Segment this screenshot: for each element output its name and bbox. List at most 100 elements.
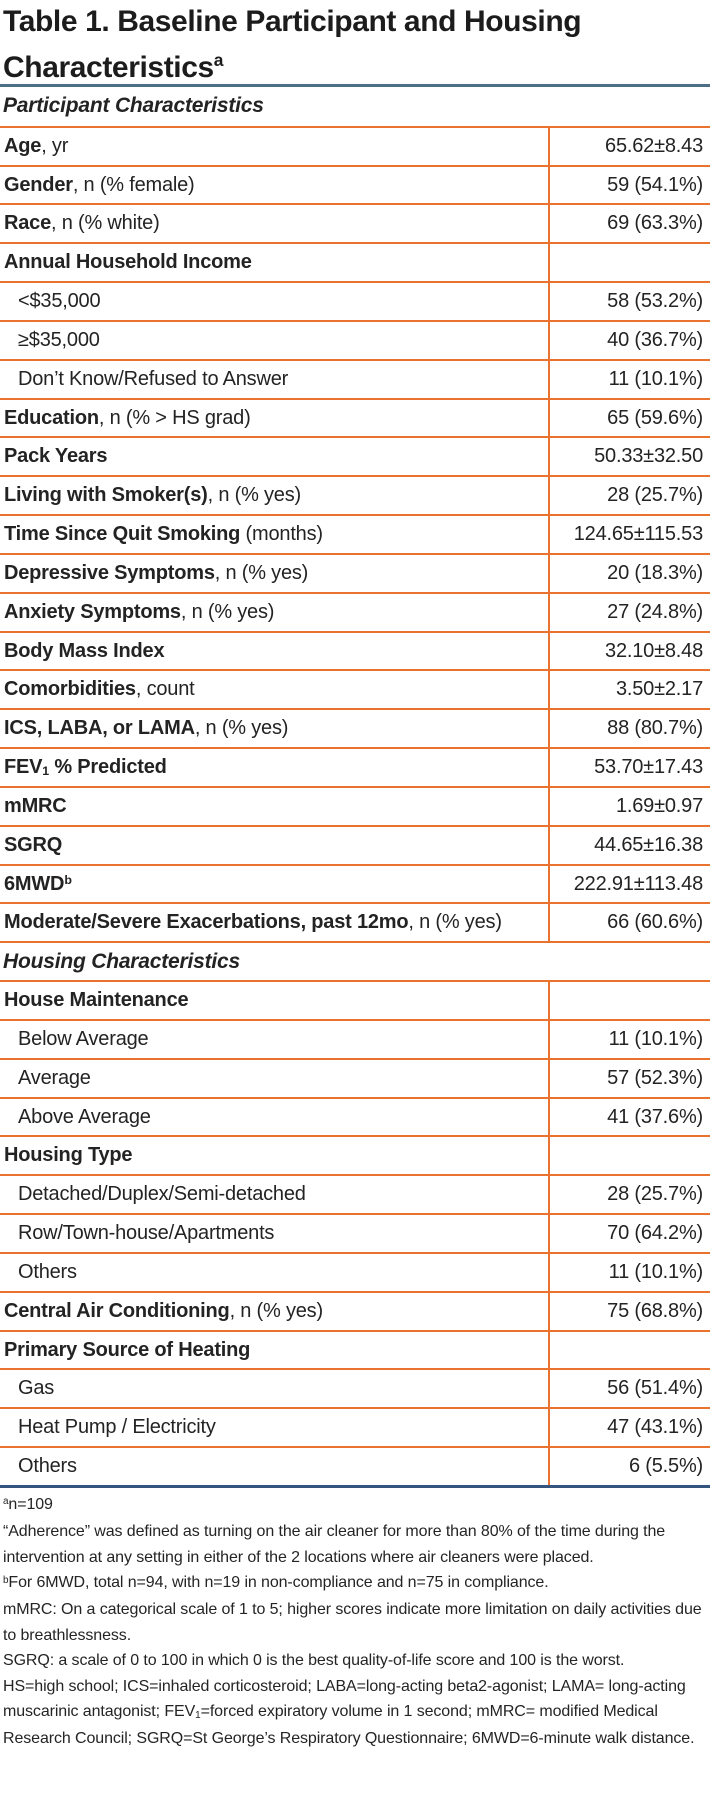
table-row: House Maintenance <box>0 980 710 1019</box>
characteristics-table: Participant Characteristics Age, yr 65.62±… <box>0 84 710 1488</box>
table-figure: Table 1. Baseline Participant and Housin… <box>0 0 710 1752</box>
footnote-line: “Adherence” was defined as turning on th… <box>3 1523 666 1566</box>
table-row: Detached/Duplex/Semi-detached 28 (25.7%) <box>0 1174 710 1214</box>
table-row: FEV1 % Predicted 53.70±17.43 <box>0 747 710 786</box>
table-row: 6MWDb 222.91±113.48 <box>0 863 710 903</box>
row-label: Race, n (% white) <box>4 212 160 235</box>
row-label: Don’t Know/Refused to Answer <box>18 367 289 390</box>
row-label: Depressive Symptoms, n (% yes) <box>4 561 309 584</box>
row-label: Below Average <box>18 1027 149 1050</box>
row-value: 28 (25.7%) <box>548 1176 710 1214</box>
row-label: Central Air Conditioning, n (% yes) <box>4 1299 323 1322</box>
table-row: Moderate/Severe Exacerbations, past 12mo… <box>0 902 710 942</box>
row-value: 124.65±115.53 <box>548 516 710 553</box>
table-row: Below Average 11 (10.1%) <box>0 1018 710 1058</box>
table-row: Average 57 (52.3%) <box>0 1057 710 1097</box>
row-label: Comorbidities, count <box>4 678 195 701</box>
table-row: mMRC 1.69±0.97 <box>0 785 710 825</box>
row-label: Primary Source of Heating <box>4 1338 251 1361</box>
table-row: Above Average 41 (37.6%) <box>0 1096 710 1136</box>
table-row: Housing Type <box>0 1135 710 1175</box>
row-label: Gender, n (% female) <box>4 173 195 196</box>
row-label: Annual Household Income <box>4 251 252 274</box>
table-row: Row/Town-house/Apartments 70 (64.2%) <box>0 1213 710 1252</box>
row-label: Education, n (% > HS grad) <box>4 406 251 429</box>
row-label: <$35,000 <box>18 290 101 313</box>
table-row: Age, yr 65.62±8.43 <box>0 125 710 165</box>
row-label: Heat Pump / Electricity <box>18 1416 216 1439</box>
row-label: mMRC <box>4 794 67 817</box>
row-label: Above Average <box>18 1105 151 1128</box>
table-row: Body Mass Index 32.10±8.48 <box>0 630 710 670</box>
table-row: Annual Household Income <box>0 242 710 282</box>
row-value: 53.70±17.43 <box>548 749 710 786</box>
row-label: Row/Town-house/Apartments <box>18 1222 275 1245</box>
footnote-line: HS=high school; ICS=inhaled corticostero… <box>3 1677 695 1748</box>
title-line2: Characteristics <box>3 51 214 84</box>
table-row: Central Air Conditioning, n (% yes) 75 (6… <box>0 1290 710 1330</box>
section-header-label: Housing Characteristics <box>3 950 240 974</box>
row-value: 56 (51.4%) <box>548 1370 710 1408</box>
footnotes: an=109 “Adherence” was defined as turning… <box>0 1488 710 1752</box>
table-row: Living with Smoker(s), n (% yes) 28 (25.7… <box>0 475 710 515</box>
row-label: Moderate/Severe Exacerbations, past 12mo… <box>4 911 502 934</box>
row-value: 222.91±113.48 <box>548 865 710 903</box>
row-label: Average <box>18 1066 91 1089</box>
row-label: Housing Type <box>4 1144 133 1167</box>
row-value: 32.10±8.48 <box>548 632 710 670</box>
row-label: Others <box>18 1260 77 1283</box>
table-row: Pack Years 50.33±32.50 <box>0 436 710 476</box>
table-row: Depressive Symptoms, n (% yes) 20 (18.3%) <box>0 552 710 592</box>
table-row: Don’t Know/Refused to Answer 11 (10.1%) <box>0 358 710 398</box>
row-value: 11 (10.1%) <box>548 360 710 398</box>
row-label: House Maintenance <box>4 989 189 1012</box>
table-row: Education, n (% > HS grad) 65 (59.6%) <box>0 397 710 437</box>
row-value: 57 (52.3%) <box>548 1059 710 1097</box>
row-value: 47 (43.1%) <box>548 1409 710 1446</box>
table-row: ≥$35,000 40 (36.7%) <box>0 319 710 359</box>
table-row: Primary Source of Heating <box>0 1329 710 1369</box>
footnote-line: an=109 <box>3 1495 53 1513</box>
table-row: Comorbidities, count 3.50±2.17 <box>0 669 710 709</box>
table-row: Gas 56 (51.4%) <box>0 1368 710 1408</box>
row-value: 69 (63.3%) <box>548 205 710 243</box>
row-value: 65.62±8.43 <box>548 127 710 165</box>
row-value <box>548 244 710 282</box>
row-value: 70 (64.2%) <box>548 1215 710 1252</box>
row-value: 75 (68.8%) <box>548 1292 710 1330</box>
table-row: <$35,000 58 (53.2%) <box>0 281 710 320</box>
row-label: ≥$35,000 <box>18 328 100 351</box>
footnote-line: mMRC: On a categorical scale of 1 to 5; … <box>3 1601 702 1644</box>
table-row: Heat Pump / Electricity 47 (43.1%) <box>0 1407 710 1446</box>
row-value <box>548 1331 710 1369</box>
table-row: ICS, LABA, or LAMA, n (% yes) 88 (80.7%) <box>0 708 710 748</box>
row-label: Detached/Duplex/Semi-detached <box>18 1183 306 1206</box>
table-row: Others 6 (5.5%) <box>0 1445 710 1485</box>
footnote-line: SGRQ: a scale of 0 to 100 in which 0 is … <box>3 1652 625 1670</box>
row-value: 41 (37.6%) <box>548 1098 710 1136</box>
row-label: Pack Years <box>4 445 108 468</box>
row-value: 44.65±16.38 <box>548 826 710 864</box>
row-label: Age, yr <box>4 134 69 157</box>
row-value: 1.69±0.97 <box>548 787 710 825</box>
row-label: ICS, LABA, or LAMA, n (% yes) <box>4 717 289 740</box>
row-label: Body Mass Index <box>4 639 165 662</box>
row-value: 40 (36.7%) <box>548 321 710 359</box>
title-line1: Table 1. Baseline Participant and Housin… <box>3 5 582 38</box>
table-row: Anxiety Symptoms, n (% yes) 27 (24.8%) <box>0 591 710 631</box>
row-value: 88 (80.7%) <box>548 710 710 748</box>
row-value: 28 (25.7%) <box>548 477 710 515</box>
row-value: 59 (54.1%) <box>548 166 710 204</box>
row-label: Gas <box>18 1377 55 1400</box>
section-header-row: Participant Characteristics <box>0 87 710 126</box>
row-value: 50.33±32.50 <box>548 438 710 476</box>
row-value: 6 (5.5%) <box>548 1447 710 1485</box>
section-header-row: Housing Characteristics <box>0 941 710 980</box>
row-label: Living with Smoker(s), n (% yes) <box>4 484 301 507</box>
row-value: 65 (59.6%) <box>548 399 710 437</box>
row-value <box>548 1137 710 1175</box>
row-value <box>548 982 710 1019</box>
row-value: 3.50±2.17 <box>548 671 710 709</box>
page-title: Table 1. Baseline Participant and Housin… <box>0 0 710 84</box>
row-label: Anxiety Symptoms, n (% yes) <box>4 600 275 623</box>
